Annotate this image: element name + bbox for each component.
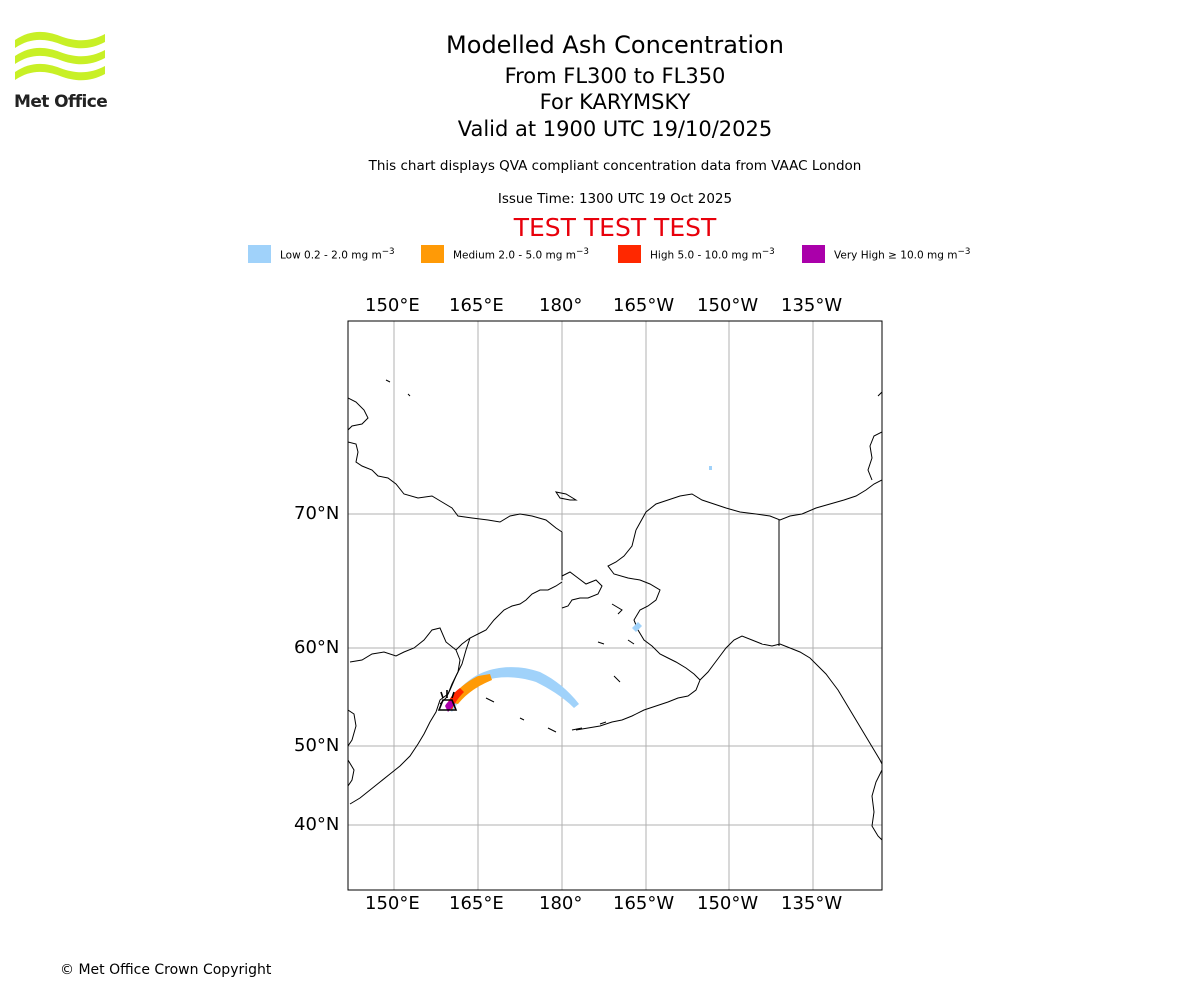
met-office-logo [15, 31, 105, 81]
legend-unit-exponent: −3 [381, 246, 395, 257]
copyright: © Met Office Crown Copyright [60, 962, 272, 978]
legend-item-medium: Medium 2.0 - 5.0 mg m−3 [421, 244, 589, 264]
lon-label-bottom-150e: 150°E [365, 893, 420, 914]
valid-time: Valid at 1900 UTC 19/10/2025 [457, 117, 773, 141]
lon-label-top-165e: 165°E [449, 295, 504, 316]
coastlines [348, 379, 882, 841]
issue-time: Issue Time: 1300 UTC 19 Oct 2025 [497, 191, 733, 207]
coast-kuril [348, 759, 355, 787]
coast-chukotka [349, 532, 563, 663]
legend-label-very-high: Very High ≥ 10.0 mg m [834, 249, 958, 262]
legend-item-very-high: Very High ≥ 10.0 mg m−3 [802, 244, 970, 264]
met-office-logo-text: Met Office [14, 92, 108, 112]
gridlines [348, 321, 882, 890]
legend-unit-exponent: −3 [575, 246, 589, 257]
coast-aleutians [485, 675, 621, 733]
map-frame [347, 320, 883, 891]
legend-label-low: Low 0.2 - 2.0 mg m [280, 249, 382, 262]
coast-east-siberian-sea [348, 441, 563, 533]
legend-label-high: High 5.0 - 10.0 mg m [650, 249, 762, 262]
legend-label-medium: Medium 2.0 - 5.0 mg m [453, 249, 576, 262]
coast-seward [554, 491, 578, 501]
coast-okhotsk [348, 709, 357, 747]
lat-label-50n: 50°N [294, 735, 340, 756]
legend-unit-exponent: −3 [957, 246, 971, 257]
ash-patch-north [709, 466, 712, 470]
coast-chukotka-east [561, 571, 603, 609]
coast-kamchatka-west [439, 637, 471, 705]
compliance-note: This chart displays QVA compliant concen… [368, 158, 862, 174]
lat-label-40n: 40°N [294, 814, 340, 835]
legend-swatch-low [248, 245, 271, 263]
ash-patch-alaska [632, 622, 642, 632]
coast-canada-east [867, 391, 882, 841]
legend-swatch-medium [421, 245, 444, 263]
lat-label-60n: 60°N [294, 637, 340, 658]
legend-unit-exponent: −3 [761, 246, 775, 257]
lon-label-top-165w: 165°W [613, 295, 675, 316]
lon-label-top-135w: 135°W [781, 295, 843, 316]
ash-plume [445, 466, 712, 712]
coast-alaska-west [575, 529, 701, 731]
lat-label-70n: 70°N [294, 503, 340, 524]
coast-alaska-north [635, 479, 882, 531]
lon-label-bottom-165w: 165°W [613, 893, 675, 914]
legend-item-low: Low 0.2 - 2.0 mg m−3 [248, 244, 395, 264]
coast-gulf-of-alaska [699, 635, 882, 765]
test-banner: TEST TEST TEST [513, 213, 717, 242]
coast-siberia-north [348, 397, 369, 431]
chart-title: Modelled Ash Concentration [446, 31, 784, 59]
legend-swatch-high [618, 245, 641, 263]
lon-label-bottom-180: 180° [539, 893, 583, 914]
legend-swatch-very-high [802, 245, 825, 263]
flight-level-range: From FL300 to FL350 [504, 64, 726, 88]
lon-label-bottom-135w: 135°W [781, 893, 843, 914]
lon-label-top-150e: 150°E [365, 295, 420, 316]
volcano-name: For KARYMSKY [539, 90, 691, 114]
legend-item-high: High 5.0 - 10.0 mg m−3 [618, 244, 775, 264]
lon-label-bottom-165e: 165°E [449, 893, 504, 914]
lon-label-bottom-150w: 150°W [697, 893, 759, 914]
volcano-icon [437, 690, 458, 711]
lon-label-top-150w: 150°W [697, 295, 759, 316]
lon-label-top-180: 180° [539, 295, 583, 316]
coast-islands-1 [385, 379, 635, 645]
